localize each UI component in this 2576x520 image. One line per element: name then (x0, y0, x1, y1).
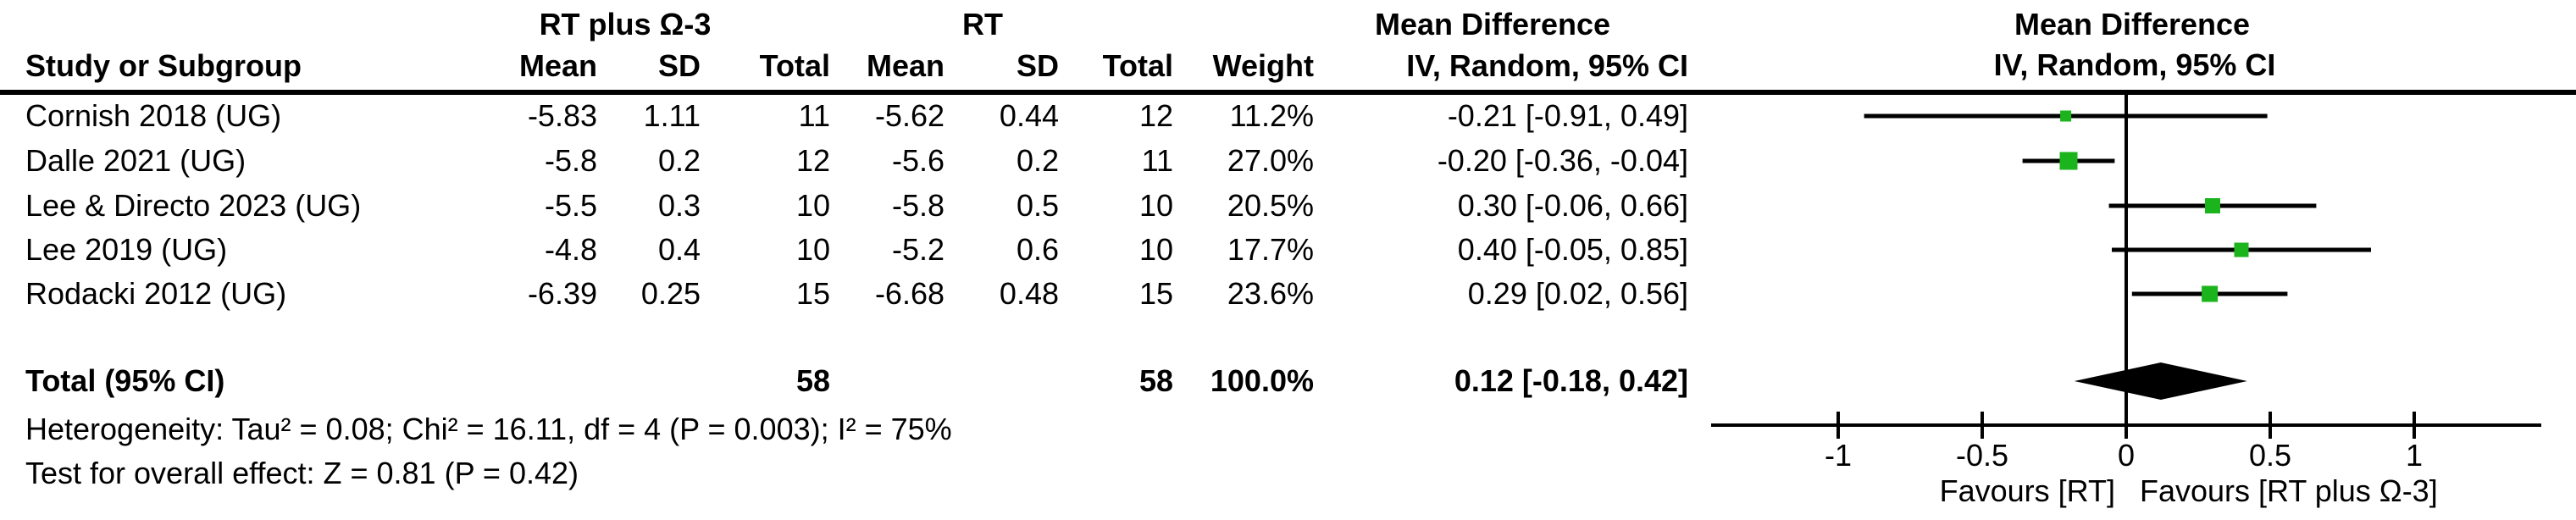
axis-tick-label: 0 (2118, 438, 2135, 473)
effect-square (2202, 285, 2219, 302)
cell-weight: 23.6% (1227, 276, 1314, 311)
effect-header-right: Mean Difference (2014, 7, 2251, 41)
cell-total1: 11 (798, 98, 830, 133)
cell-total2: 11 (1141, 143, 1173, 178)
total-n-control: 58 (1138, 363, 1173, 398)
cell-ci: 0.30 [-0.06, 0.66] (1457, 188, 1688, 223)
method-header-right: IV, Random, 95% CI (1993, 47, 2276, 82)
favours-left-label: Favours [RT] (1940, 473, 2115, 508)
col-header-total2: Total (1102, 48, 1173, 83)
group1-header: RT plus Ω-3 (539, 7, 712, 41)
cell-total2: 10 (1138, 232, 1173, 267)
total-n-treatment: 58 (795, 363, 830, 398)
axis-tick-label: 1 (2406, 438, 2423, 473)
col-header-weight: Weight (1212, 48, 1314, 83)
cell-total1: 15 (795, 276, 830, 311)
cell-total2: 10 (1138, 188, 1173, 223)
cell-mean2: -6.68 (874, 276, 945, 311)
cell-total1: 12 (795, 143, 830, 178)
cell-mean1: -4.8 (544, 232, 597, 267)
study-label: Lee & Directo 2023 (UG) (25, 188, 362, 223)
col-header-mean2: Mean (866, 48, 945, 83)
heterogeneity-text: Heterogeneity: Tau² = 0.08; Chi² = 16.11… (25, 412, 952, 446)
cell-mean2: -5.6 (891, 143, 945, 178)
cell-ci: 0.40 [-0.05, 0.85] (1457, 232, 1688, 267)
cell-total2: 12 (1138, 98, 1173, 133)
cell-sd1: 0.4 (657, 232, 701, 267)
cell-sd2: 0.2 (1016, 143, 1059, 178)
col-header-sd1: SD (657, 48, 701, 83)
cell-mean1: -6.39 (527, 276, 597, 311)
total-weight: 100.0% (1210, 363, 1314, 398)
cell-sd2: 0.5 (1016, 188, 1059, 223)
cell-sd1: 0.3 (657, 188, 701, 223)
table-row: Rodacki 2012 (UG) -6.39 0.25 15 -6.68 0.… (0, 272, 1688, 316)
col-header-study: Study or Subgroup (25, 48, 302, 83)
effect-square (2234, 242, 2249, 257)
cell-mean2: -5.2 (891, 232, 945, 267)
overall-diamond (2074, 362, 2247, 400)
group2-header: RT (962, 7, 1003, 41)
study-label: Cornish 2018 (UG) (25, 98, 282, 133)
cell-mean1: -5.83 (527, 98, 597, 133)
study-label: Dalle 2021 (UG) (25, 143, 247, 178)
cell-ci: -0.20 [-0.36, -0.04] (1437, 143, 1688, 178)
cell-mean2: -5.8 (891, 188, 945, 223)
effect-square (2205, 198, 2220, 213)
cell-sd1: 0.2 (657, 143, 701, 178)
cell-mean2: -5.62 (874, 98, 945, 133)
effect-square (2059, 152, 2078, 170)
column-header-row: Study or Subgroup Mean SD Total Mean SD … (0, 44, 1688, 88)
favours-right-label: Favours [RT plus Ω-3] (2140, 473, 2438, 508)
total-row: Total (95% CI) 58 58 100.0% 0.12 [-0.18,… (0, 359, 1688, 403)
cell-ci: -0.21 [-0.91, 0.49] (1447, 98, 1688, 133)
cell-weight: 17.7% (1227, 232, 1314, 267)
cell-sd2: 0.44 (999, 98, 1059, 133)
axis-tick-label: -1 (1825, 438, 1852, 473)
cell-ci: 0.29 [0.02, 0.56] (1467, 276, 1688, 311)
total-ci: 0.12 [-0.18, 0.42] (1454, 363, 1688, 398)
cell-mean1: -5.5 (544, 188, 597, 223)
cell-total1: 10 (795, 188, 830, 223)
cell-sd1: 1.11 (643, 98, 701, 133)
table-row: Lee & Directo 2023 (UG) -5.5 0.3 10 -5.8… (0, 184, 1688, 228)
axis-tick-label: 0.5 (2249, 438, 2291, 473)
cell-sd1: 0.25 (640, 276, 701, 311)
header-divider-line (0, 90, 2576, 95)
table-row: Dalle 2021 (UG) -5.8 0.2 12 -5.6 0.2 11 … (0, 139, 1688, 183)
study-label: Rodacki 2012 (UG) (25, 276, 287, 311)
cell-weight: 11.2% (1229, 98, 1314, 133)
overall-effect-text: Test for overall effect: Z = 0.81 (P = 0… (25, 456, 579, 490)
effect-square (2060, 110, 2072, 122)
cell-mean1: -5.8 (544, 143, 597, 178)
col-header-method: IV, Random, 95% CI (1406, 48, 1688, 83)
cell-sd2: 0.6 (1016, 232, 1059, 267)
col-header-total1: Total (759, 48, 830, 83)
cell-weight: 27.0% (1227, 143, 1314, 178)
forest-plot-canvas: -1 -0.5 0 0.5 1 Favours [RT] Favours [RT plus … (1711, 93, 2541, 508)
cell-total1: 10 (795, 232, 830, 267)
study-label: Lee 2019 (UG) (25, 232, 228, 267)
cell-sd2: 0.48 (999, 276, 1059, 311)
effect-header-left: Mean Difference (1374, 7, 1611, 41)
col-header-mean1: Mean (518, 48, 597, 83)
total-label: Total (95% CI) (25, 363, 225, 398)
table-row: Lee 2019 (UG) -4.8 0.4 10 -5.2 0.6 10 17… (0, 228, 1688, 272)
col-header-sd2: SD (1016, 48, 1059, 83)
axis-tick-label: -0.5 (1956, 438, 2008, 473)
table-row: Cornish 2018 (UG) -5.83 1.11 11 -5.62 0.… (0, 94, 1688, 138)
cell-weight: 20.5% (1227, 188, 1314, 223)
cell-total2: 15 (1138, 276, 1173, 311)
